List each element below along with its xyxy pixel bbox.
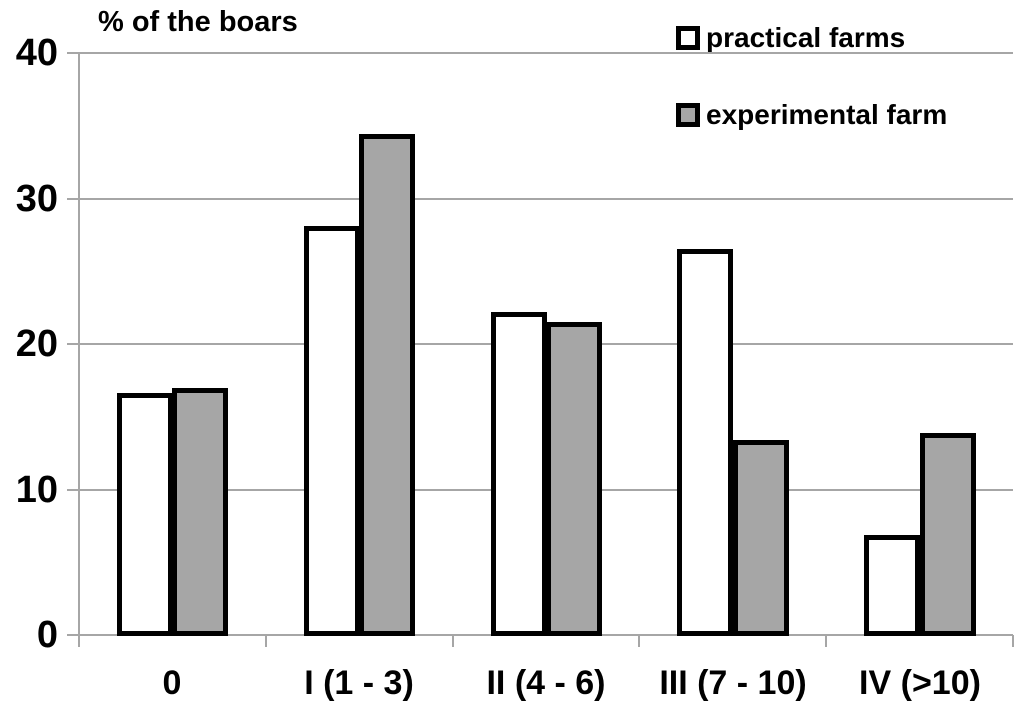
x-axis-tick (825, 635, 827, 647)
bar-experimental-farm (172, 388, 228, 636)
bar-practical-farms (117, 393, 173, 636)
gridline (67, 198, 1013, 200)
bar-practical-farms (304, 226, 360, 636)
x-axis-tick (1012, 635, 1014, 647)
y-tick-label: 0 (36, 614, 58, 656)
x-axis-tick (265, 635, 267, 647)
bar-practical-farms (864, 535, 920, 636)
y-tick-label: 10 (15, 469, 58, 511)
bar-practical-farms (677, 249, 733, 636)
legend-entry-experimental-farm: experimental farm (676, 99, 947, 131)
y-axis-line (78, 53, 80, 647)
gridline (67, 52, 1013, 54)
x-category-label: IV (>10) (859, 664, 981, 702)
x-axis-tick (638, 635, 640, 647)
y-axis-title: % of the boars (98, 6, 298, 38)
x-category-label: III (7 - 10) (659, 664, 807, 702)
x-category-label: I (1 - 3) (304, 664, 414, 702)
y-tick-label: 30 (15, 178, 58, 220)
bar-experimental-farm (546, 322, 602, 636)
bar-experimental-farm (920, 433, 976, 636)
x-category-label: 0 (162, 664, 182, 702)
x-category-label: II (4 - 6) (486, 664, 606, 702)
legend-label: experimental farm (706, 99, 948, 130)
y-tick-label: 20 (15, 323, 58, 365)
bar-experimental-farm (359, 134, 415, 636)
bar-practical-farms (491, 312, 547, 636)
legend-swatch-icon (676, 26, 700, 50)
x-axis-tick (452, 635, 454, 647)
legend-entry-practical-farms: practical farms (676, 22, 905, 54)
legend-label: practical farms (706, 22, 906, 53)
bar-experimental-farm (733, 440, 789, 636)
legend-swatch-icon (676, 103, 700, 127)
y-tick-label: 40 (15, 32, 58, 74)
